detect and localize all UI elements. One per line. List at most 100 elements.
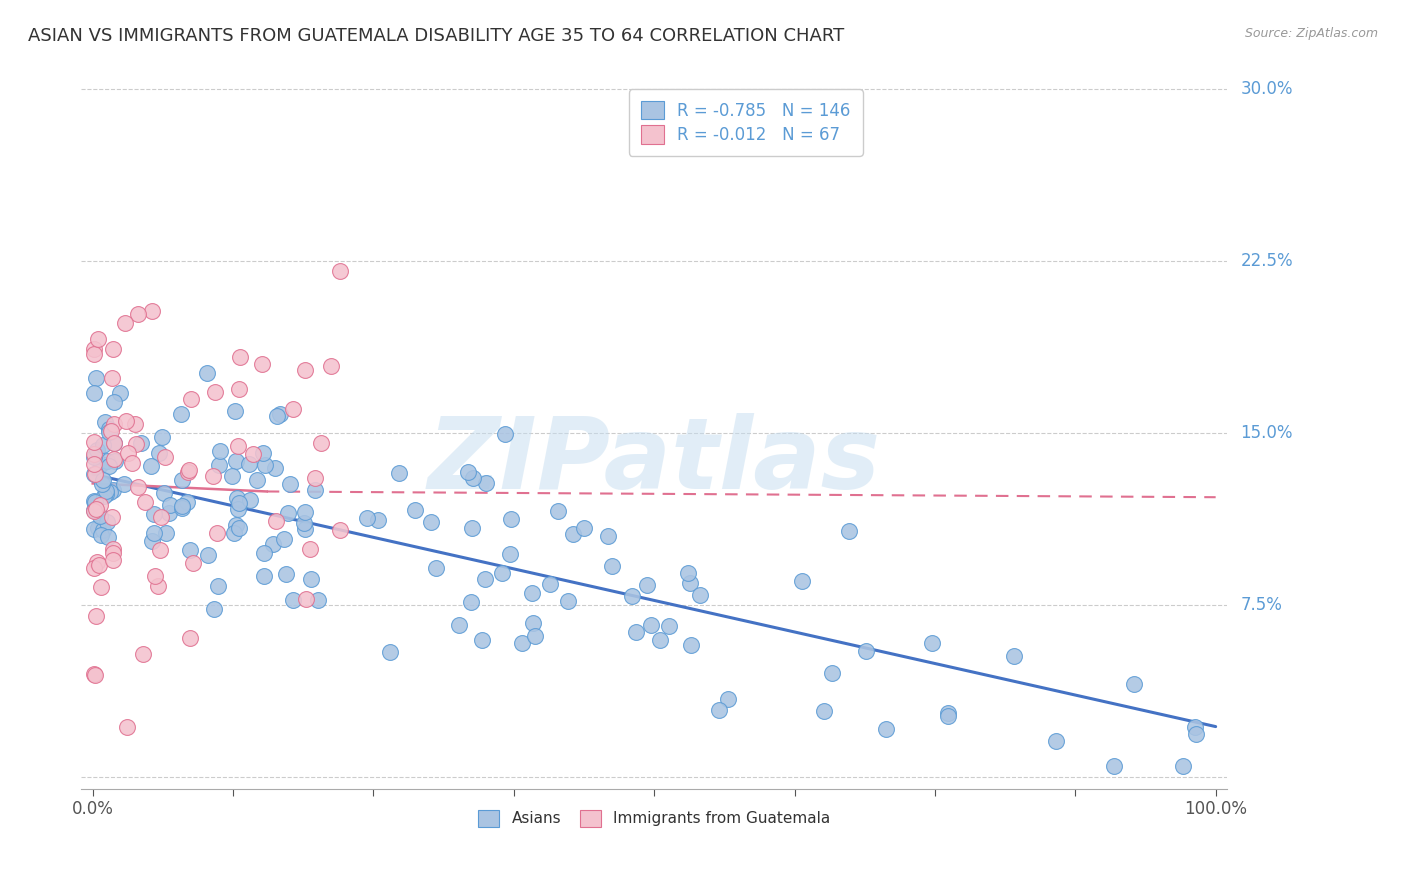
Point: [84, 668, 107, 682]
Point: [103, 395, 125, 409]
Point: [470, 632, 492, 647]
Point: [678, 576, 700, 591]
Point: [264, 514, 287, 528]
Point: [83, 467, 105, 481]
Point: [222, 525, 245, 540]
Point: [103, 483, 125, 498]
Point: [707, 703, 730, 717]
Point: [197, 548, 219, 562]
Point: [277, 506, 299, 520]
Point: [299, 572, 322, 586]
Point: [93, 473, 115, 487]
Point: [294, 505, 316, 519]
Point: [367, 513, 389, 527]
Point: [596, 529, 619, 543]
Point: [125, 436, 148, 450]
Point: [522, 615, 544, 630]
Point: [86, 371, 108, 385]
Point: [96, 483, 118, 498]
Point: [83, 450, 105, 465]
Point: [96, 515, 118, 529]
Point: [449, 617, 471, 632]
Point: [128, 308, 150, 322]
Point: [98, 425, 121, 439]
Point: [103, 451, 125, 466]
Point: [252, 446, 274, 460]
Point: [148, 446, 170, 460]
Point: [83, 502, 105, 516]
Point: [855, 643, 877, 657]
Point: [239, 493, 262, 508]
Point: [676, 566, 699, 581]
Text: Source: ZipAtlas.com: Source: ZipAtlas.com: [1244, 27, 1378, 40]
Point: [101, 546, 124, 560]
Point: [100, 424, 122, 438]
Point: [650, 632, 672, 647]
Point: [90, 528, 112, 542]
Point: [636, 578, 658, 592]
Point: [127, 480, 149, 494]
Point: [91, 523, 114, 537]
Point: [209, 444, 232, 458]
Point: [295, 592, 318, 607]
Point: [179, 463, 201, 477]
Point: [84, 467, 107, 482]
Point: [89, 508, 111, 523]
Text: 22.5%: 22.5%: [1240, 252, 1294, 270]
Point: [141, 459, 163, 474]
Point: [294, 363, 316, 377]
Point: [875, 722, 897, 736]
Point: [86, 443, 108, 458]
Point: [461, 471, 484, 485]
Point: [204, 384, 226, 399]
Point: [87, 332, 110, 346]
Point: [93, 490, 115, 504]
Point: [298, 541, 321, 556]
Point: [91, 438, 114, 452]
Legend: Asians, Immigrants from Guatemala: Asians, Immigrants from Guatemala: [471, 802, 838, 834]
Point: [309, 436, 332, 450]
Point: [98, 484, 121, 499]
Point: [142, 525, 165, 540]
Point: [254, 458, 277, 472]
Point: [152, 485, 174, 500]
Point: [253, 569, 276, 583]
Point: [176, 495, 198, 509]
Point: [460, 595, 482, 609]
Point: [273, 532, 295, 546]
Point: [689, 588, 711, 602]
Point: [83, 667, 105, 681]
Point: [141, 304, 163, 318]
Point: [201, 469, 224, 483]
Point: [90, 581, 112, 595]
Point: [226, 439, 249, 453]
Point: [83, 561, 105, 575]
Point: [388, 466, 411, 480]
Point: [319, 359, 342, 373]
Point: [246, 474, 269, 488]
Point: [329, 264, 352, 278]
Point: [1045, 733, 1067, 747]
Point: [292, 516, 315, 531]
Text: ASIAN VS IMMIGRANTS FROM GUATEMALA DISABILITY AGE 35 TO 64 CORRELATION CHART: ASIAN VS IMMIGRANTS FROM GUATEMALA DISAB…: [28, 27, 845, 45]
Point: [226, 502, 249, 516]
Point: [84, 502, 107, 516]
Point: [262, 536, 284, 550]
Point: [1184, 720, 1206, 734]
Point: [146, 579, 169, 593]
Text: 7.5%: 7.5%: [1240, 596, 1282, 614]
Point: [87, 521, 110, 535]
Point: [159, 498, 181, 512]
Point: [205, 525, 228, 540]
Point: [84, 495, 107, 509]
Point: [103, 342, 125, 356]
Point: [153, 450, 176, 464]
Point: [84, 609, 107, 624]
Point: [523, 629, 546, 643]
Point: [250, 357, 273, 371]
Point: [89, 498, 111, 512]
Point: [115, 721, 138, 735]
Point: [681, 638, 703, 652]
Point: [538, 577, 561, 591]
Point: [179, 543, 201, 558]
